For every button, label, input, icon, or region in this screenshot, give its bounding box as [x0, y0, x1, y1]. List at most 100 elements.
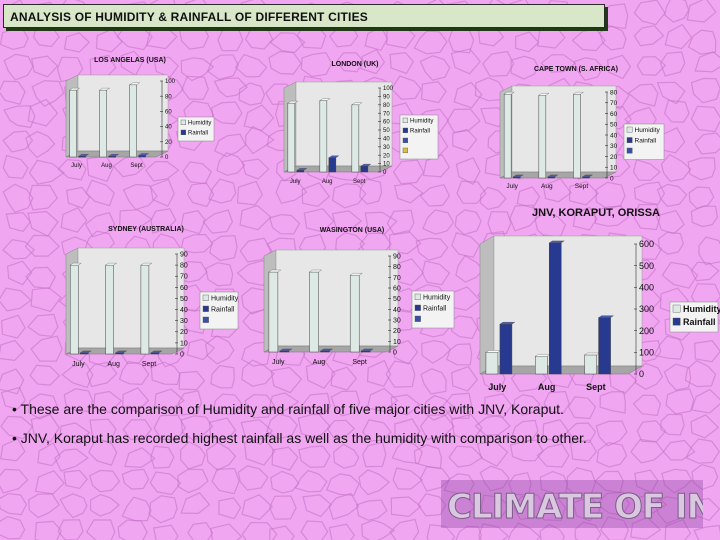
- texture-stone: [211, 467, 240, 495]
- texture-stone: [573, 495, 601, 522]
- texture-stone: [85, 519, 116, 540]
- texture-stone: [303, 208, 335, 233]
- texture-stone: [180, 415, 214, 442]
- y-tick-label: 20: [180, 329, 188, 336]
- texture-stone: [326, 419, 356, 439]
- bar-rainfall: [115, 352, 124, 355]
- y-tick-label: 100: [383, 86, 394, 92]
- texture-stone: [302, 494, 333, 518]
- y-tick-label: 30: [383, 145, 390, 151]
- legend-swatch: [626, 126, 633, 133]
- texture-stone: [390, 496, 422, 518]
- texture-stone: [59, 493, 88, 519]
- x-category-label: Aug: [538, 382, 556, 392]
- texture-stone: [0, 468, 29, 494]
- texture-stone: [366, 387, 399, 413]
- bar-rainfall: [296, 170, 305, 173]
- bar-top: [581, 174, 593, 178]
- texture-stone: [120, 50, 144, 77]
- bar-humidity: [287, 102, 296, 173]
- texture-stone: [239, 237, 273, 263]
- bar-top: [129, 82, 141, 85]
- texture-stone: [413, 30, 448, 55]
- texture-stone: [573, 57, 604, 81]
- texture-stone: [0, 368, 25, 395]
- texture-stone: [60, 207, 88, 233]
- bar-top: [268, 269, 282, 273]
- y-tick-label: 0: [383, 170, 387, 176]
- texture-stone: [511, 419, 539, 444]
- texture-stone: [85, 179, 115, 207]
- texture-stone: [362, 441, 387, 468]
- texture-stone: [332, 443, 360, 469]
- texture-stone: [30, 335, 63, 362]
- texture-stone: [630, 516, 662, 540]
- legend-swatch: [626, 147, 633, 154]
- texture-stone: [218, 497, 242, 520]
- bar-top: [351, 102, 363, 105]
- texture-stone: [474, 414, 511, 437]
- x-category-label: July: [488, 382, 506, 392]
- bar-top: [108, 154, 120, 157]
- legend-swatch: [414, 315, 421, 322]
- texture-stone: [61, 363, 94, 389]
- texture-stone: [34, 470, 66, 495]
- texture-stone: [513, 394, 541, 416]
- texture-stone: [657, 231, 684, 255]
- y-tick-label: 50: [180, 296, 188, 303]
- texture-stone: [419, 184, 451, 207]
- y-tick-label: 20: [610, 154, 618, 161]
- chart-back-wall: [493, 235, 643, 367]
- y-tick-label: 80: [393, 264, 401, 271]
- texture-stone: [481, 50, 515, 77]
- x-category-label: Aug: [101, 163, 112, 169]
- texture-stone: [386, 209, 415, 236]
- texture-stone: [659, 51, 686, 77]
- bar-rainfall: [150, 352, 160, 355]
- y-tick-label: 60: [180, 285, 188, 292]
- legend-label: Rainfall: [423, 305, 447, 312]
- bar-humidity: [485, 352, 499, 375]
- texture-stone: [153, 414, 186, 441]
- bar-top: [499, 322, 516, 325]
- y-tick-label: 20: [383, 153, 390, 159]
- y-tick-label: 70: [383, 111, 390, 117]
- chart-back-wall: [77, 74, 169, 152]
- texture-stone: [300, 51, 333, 78]
- texture-stone: [187, 521, 214, 540]
- texture-stone: [426, 524, 456, 540]
- texture-stone: [241, 359, 275, 387]
- texture-stone: [0, 438, 26, 462]
- texture-stone: [687, 157, 716, 181]
- texture-stone: [389, 518, 420, 540]
- texture-stone: [450, 494, 476, 518]
- bullet-point-1: • These are the comparison of Humidity a…: [12, 401, 564, 417]
- texture-stone: [269, 525, 295, 540]
- y-tick-label: 80: [165, 94, 172, 100]
- legend-label: Humidity: [410, 119, 433, 125]
- texture-stone: [118, 360, 150, 386]
- texture-stone: [57, 159, 87, 181]
- texture-stone: [2, 183, 34, 214]
- x-category-label: Aug: [541, 183, 553, 190]
- texture-stone: [633, 203, 661, 231]
- legend-swatch: [202, 316, 209, 323]
- texture-stone: [694, 339, 720, 363]
- y-tick-label: 40: [610, 132, 618, 139]
- texture-stone: [0, 386, 27, 410]
- texture-stone: [216, 151, 246, 176]
- texture-stone: [448, 445, 484, 468]
- bar-top: [547, 174, 559, 178]
- texture-stone: [660, 413, 685, 436]
- texture-stone: [420, 81, 447, 104]
- texture-stone: [178, 370, 206, 391]
- texture-stone: [507, 522, 541, 540]
- texture-stone: [0, 415, 34, 440]
- chart-3: CAPE TOWN (S. AFRICA) 80 70 60 50 40 30 20 10 0 Ju…: [499, 66, 665, 190]
- texture-stone: [566, 422, 597, 444]
- texture-stone: [305, 359, 336, 389]
- texture-stone: [684, 359, 717, 388]
- bar-rainfall: [138, 155, 146, 158]
